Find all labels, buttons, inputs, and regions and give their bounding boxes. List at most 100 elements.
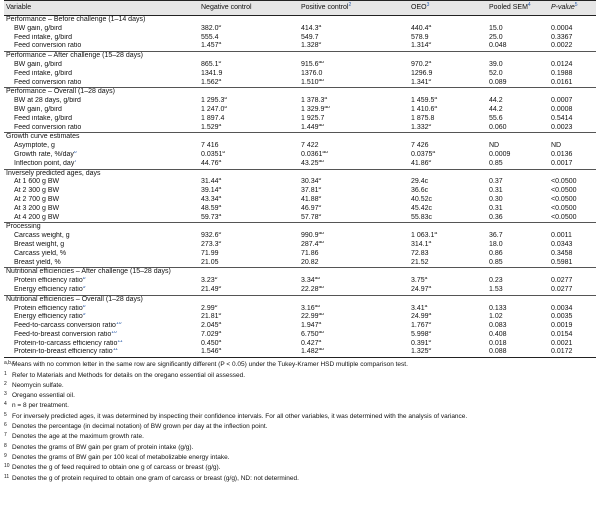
pooled-sem-cell: 0.85	[487, 259, 549, 268]
oeo-value: 1 875.8	[411, 114, 435, 122]
p-value: <0.0500	[551, 204, 577, 212]
oeo-value: 1.332	[411, 123, 429, 131]
oeo-value-cell: 1.767b	[409, 322, 487, 331]
negative-control-value-cell: 555.4	[199, 34, 299, 43]
significance-letter: ab	[318, 285, 325, 290]
oeo-value: 970.2	[411, 60, 429, 68]
pooled-sem-value: 0.30	[489, 195, 503, 203]
header-variable: Variable	[4, 0, 199, 16]
positive-control-value-cell: 1 329.9ab	[299, 106, 409, 115]
positive-control-value-cell: 3.16ab	[299, 305, 409, 314]
negative-control-value: 932.6	[201, 232, 219, 240]
footnote-ref: 9	[82, 285, 86, 290]
negative-control-value: 1.546	[201, 348, 219, 356]
row-label: Asymptote, g	[14, 142, 55, 150]
table-row: Carcass weight, g 932.6b 990.9ab 1 063.1a 36…	[4, 232, 596, 241]
significance-letter: a	[218, 187, 222, 192]
significance-letter: a	[218, 195, 222, 200]
significance-letter: b	[218, 24, 222, 29]
negative-control-value: 7 416	[201, 142, 219, 150]
pooled-sem-cell: 0.36	[487, 214, 549, 223]
oeo-value-cell: 24.97a	[409, 286, 487, 295]
negative-control-value-cell: 2.045a	[199, 322, 299, 331]
p-value: <0.0500	[551, 178, 577, 186]
results-table: Variable Negative control Positive contr…	[4, 0, 596, 359]
row-label-cell: At 2 300 g BW	[4, 187, 199, 196]
significance-letter: b	[218, 313, 222, 318]
footnote-ref: 11	[112, 348, 118, 353]
significance-letter: a	[424, 277, 428, 282]
pooled-sem-value: 0.060	[489, 123, 507, 131]
negative-control-value: 1.529	[201, 123, 219, 131]
header-p-value: P-value5	[549, 0, 596, 16]
table-row: At 2 300 g BW 39.14a 37.81b 36.6c 0.31 <0.050…	[4, 187, 596, 196]
significance-letter: b	[218, 232, 222, 237]
negative-control-value: 2.99	[201, 304, 215, 312]
positive-control-value: 549.7	[301, 33, 319, 41]
negative-control-value: 1.457	[201, 42, 219, 50]
footnote-text: Means with no common letter in the same …	[12, 361, 408, 369]
pooled-sem-cell: 1.53	[487, 286, 549, 295]
significance-letter: b	[218, 240, 222, 245]
table-row: Feed conversion ratio 1.562a 1.510ab 1.341b…	[4, 79, 596, 88]
oeo-value: 0.0375	[411, 150, 433, 158]
row-label: Inflection point, day	[14, 159, 75, 167]
p-value-cell: 0.0124	[549, 61, 596, 70]
significance-letter: a	[428, 60, 432, 65]
positive-control-value-cell: 1376.0	[299, 70, 409, 79]
negative-control-value: 43.34	[201, 195, 219, 203]
row-label-cell: Feed intake, g/bird	[4, 115, 199, 124]
significance-letter: b	[218, 285, 222, 290]
negative-control-value: 865.1	[201, 60, 219, 68]
positive-control-value: 1376.0	[301, 69, 323, 77]
pooled-sem-cell: 0.0009	[487, 151, 549, 160]
row-label-cell: Breast weight, g	[4, 241, 199, 250]
oeo-value-cell: 1296.9	[409, 70, 487, 79]
pooled-sem-cell: 0.37	[487, 178, 549, 187]
p-value-cell: 0.0011	[549, 232, 596, 241]
table-row: BW gain, g/bird 382.0b 414.3a 440.4a 15.0 0.0…	[4, 25, 596, 34]
p-value-cell: <0.0500	[549, 205, 596, 214]
significance-letter: b	[214, 277, 218, 282]
positive-control-value: 22.99	[301, 313, 319, 321]
p-value-cell: 0.0277	[549, 286, 596, 295]
header-oeo: OEO3	[409, 0, 487, 16]
pooled-sem-value: 18.0	[489, 240, 503, 248]
p-value-cell: 0.0035	[549, 313, 596, 322]
negative-control-value: 2.045	[201, 322, 219, 330]
positive-control-value-cell: 0.427a	[299, 340, 409, 349]
positive-control-value: 57.78	[301, 213, 319, 221]
row-label-cell: Protein efficiency ratio8	[4, 277, 199, 286]
negative-control-value-cell: 932.6b	[199, 232, 299, 241]
positive-control-value-cell: 3.34ab	[299, 277, 409, 286]
positive-control-value-cell: 1.449ab	[299, 124, 409, 133]
p-value: <0.0500	[551, 195, 577, 203]
row-label: BW gain, g/bird	[14, 105, 62, 113]
oeo-value-cell: 21.52	[409, 259, 487, 268]
negative-control-value-cell: 0.450a	[199, 340, 299, 349]
p-value: 0.0035	[551, 313, 573, 321]
negative-control-value: 1 247.0	[201, 105, 225, 113]
oeo-value-cell: 55.83c	[409, 214, 487, 223]
footnote-mark: 10	[4, 463, 10, 470]
significance-letter: b	[428, 322, 432, 327]
pooled-sem-cell: 36.7	[487, 232, 549, 241]
section-row: Performance – Overall (1–28 days)	[4, 87, 596, 98]
table-row: Protein-to-breast efficiency ratio11 1.54…	[4, 348, 596, 359]
positive-control-value: 1.510	[301, 78, 319, 86]
pooled-sem-cell: 52.0	[487, 70, 549, 79]
negative-control-value-cell: 71.99	[199, 250, 299, 259]
negative-control-value: 1341.9	[201, 69, 223, 77]
row-label-cell: Inflection point, day7	[4, 160, 199, 169]
p-value-cell: 0.0343	[549, 241, 596, 250]
positive-control-value: 1.482	[301, 348, 319, 356]
pooled-sem-value: 1.02	[489, 313, 503, 321]
p-value: 0.0277	[551, 285, 573, 293]
positive-control-value-cell: 22.28ab	[299, 286, 409, 295]
row-label-cell: Protein-to-breast efficiency ratio11	[4, 348, 199, 359]
row-label: Feed conversion ratio	[14, 78, 82, 86]
significance-letter: a	[218, 330, 222, 335]
positive-control-value: 30.34	[301, 178, 319, 186]
p-value: 0.3458	[551, 249, 573, 257]
negative-control-value-cell: 43.34a	[199, 196, 299, 205]
